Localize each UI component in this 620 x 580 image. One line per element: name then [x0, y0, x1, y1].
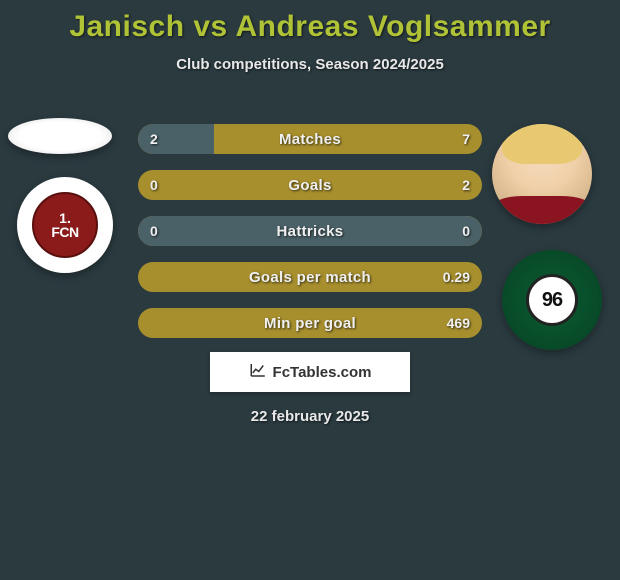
- player-left-club-badge: 1. FCN: [17, 177, 113, 273]
- watermark-text: FcTables.com: [273, 364, 372, 381]
- stat-row: 2Matches7: [138, 124, 482, 154]
- stat-label: Goals per match: [138, 269, 482, 286]
- stat-row: Min per goal469: [138, 308, 482, 338]
- club-left-line1: 1.: [59, 211, 71, 225]
- stat-right-value: 469: [447, 315, 470, 331]
- stat-right-value: 0.29: [443, 269, 470, 285]
- date-line: 22 february 2025: [0, 408, 620, 425]
- stats-block: 2Matches70Goals20Hattricks0Goals per mat…: [138, 124, 482, 354]
- stat-right-value: 2: [462, 177, 470, 193]
- stat-label: Matches: [138, 131, 482, 148]
- stat-right-value: 7: [462, 131, 470, 147]
- subtitle: Club competitions, Season 2024/2025: [0, 56, 620, 73]
- stat-right-value: 0: [462, 223, 470, 239]
- stat-label: Goals: [138, 177, 482, 194]
- stat-label: Hattricks: [138, 223, 482, 240]
- player-right-avatar: [492, 124, 592, 224]
- watermark[interactable]: FcTables.com: [210, 352, 410, 392]
- page-title: Janisch vs Andreas Voglsammer: [0, 0, 620, 44]
- stat-row: 0Goals2: [138, 170, 482, 200]
- stat-row: Goals per match0.29: [138, 262, 482, 292]
- player-right-club-badge: 96: [502, 250, 602, 350]
- club-left-line2: FCN: [51, 225, 78, 239]
- stat-label: Min per goal: [138, 315, 482, 332]
- club-right-text: 96: [526, 274, 578, 326]
- player-left-avatar: [8, 118, 112, 154]
- stat-row: 0Hattricks0: [138, 216, 482, 246]
- chart-icon: [249, 361, 267, 383]
